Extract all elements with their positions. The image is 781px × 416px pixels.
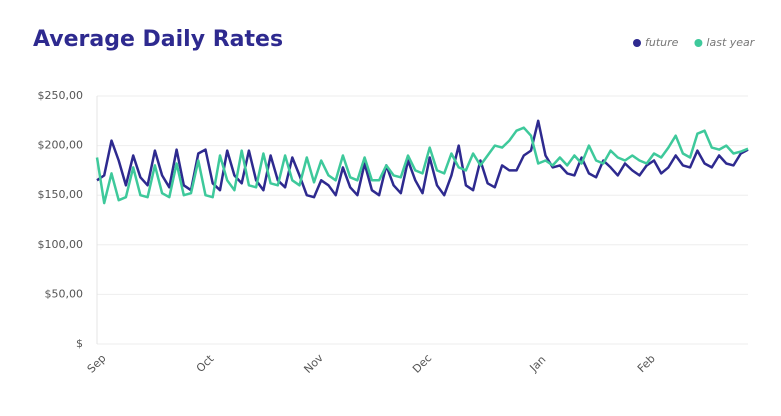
line-series [95,126,749,205]
legend-marker [633,39,641,47]
y-tick-label: $ [76,337,83,350]
y-tick-label: $50,00 [45,287,84,300]
y-tick-label: $200,00 [38,139,84,152]
y-tick-label: $150,00 [38,188,84,201]
legend-label: future [645,36,679,49]
x-tick-label: Nov [301,351,326,376]
chart-title: Average Daily Rates [33,27,283,52]
x-tick-label: Dec [410,352,434,376]
legend-marker [694,39,703,47]
x-tick-label: Oct [194,352,217,375]
y-tick-label: $100,00 [38,238,84,251]
y-tick-label: $250,00 [38,89,84,102]
x-tick-label: Sep [85,352,109,376]
x-tick-label: Jan [527,353,549,375]
x-tick-label: Feb [635,352,658,375]
legend-label: last year [706,36,755,49]
line-series [96,119,749,199]
